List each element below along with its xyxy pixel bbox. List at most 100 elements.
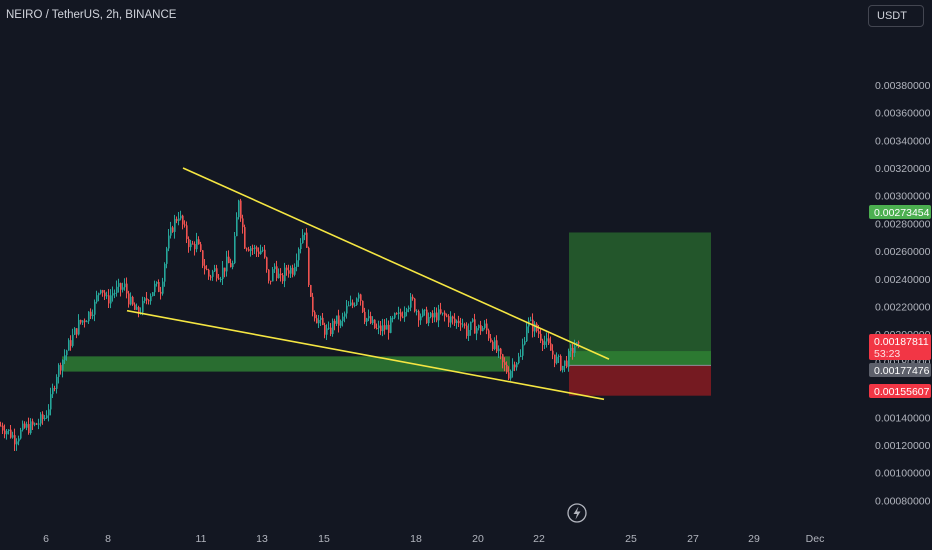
candle-body [538, 331, 540, 334]
candle-body [452, 316, 454, 319]
price-badge [869, 334, 931, 360]
candle-body [128, 293, 130, 305]
candle-body [288, 270, 290, 274]
candle-body [350, 302, 352, 306]
candle-body [188, 239, 190, 248]
y-tick-label: 0.00340000 [875, 135, 931, 147]
candle-body [494, 340, 496, 350]
candle-body [2, 425, 4, 431]
candle-body [108, 295, 110, 304]
candle-body [70, 340, 72, 346]
candle-body [554, 354, 556, 364]
candle-body [340, 320, 342, 326]
candle-body [388, 324, 390, 333]
candle-body [342, 316, 344, 321]
candle-body [158, 282, 160, 292]
candle-body [196, 239, 198, 250]
candle-body [162, 281, 164, 294]
upper-trendline [182, 167, 610, 360]
price-badge [869, 363, 931, 377]
candle-body [68, 340, 70, 351]
x-tick-label: 22 [533, 533, 545, 545]
candle-body [186, 225, 188, 240]
target-zone [569, 232, 711, 366]
candle-body [420, 316, 422, 321]
candle-body [564, 360, 566, 366]
candle-body [138, 307, 140, 313]
candle-body [476, 328, 478, 334]
candle-body [430, 313, 432, 317]
candle-body [194, 244, 196, 250]
candle-body [522, 344, 524, 356]
candle-body [562, 365, 564, 371]
y-tick-label: 0.00300000 [875, 191, 931, 203]
candle-body [104, 292, 106, 297]
candle-body [10, 429, 12, 438]
candle-body [190, 243, 192, 248]
candle-body [26, 424, 28, 428]
candle-body [458, 320, 460, 324]
y-tick-label: 0.00320000 [875, 163, 931, 175]
candle-body [426, 309, 428, 324]
candle-body [284, 267, 286, 282]
candle-body [534, 323, 536, 332]
candle-body [428, 316, 430, 324]
candle-body [374, 319, 376, 328]
candle-body [32, 421, 34, 425]
candle-body [290, 267, 292, 274]
candle-body [78, 319, 80, 335]
x-tick-label: 25 [625, 533, 637, 545]
candle-body [358, 294, 360, 299]
candle-body [482, 327, 484, 332]
candle-body [456, 320, 458, 324]
candle-body [94, 301, 96, 315]
price-badge-value: 0.00155607 [874, 386, 930, 398]
candle-body [404, 312, 406, 318]
candle-body [498, 348, 500, 352]
candle-body [504, 362, 506, 365]
candle-body [500, 348, 502, 355]
candle-body [270, 280, 272, 282]
candle-body [470, 321, 472, 331]
candle-body [526, 326, 528, 342]
candle-body [298, 249, 300, 261]
candle-body [42, 414, 44, 420]
candle-body [266, 257, 268, 270]
candle-body [514, 364, 516, 368]
candle-body [166, 248, 168, 264]
candle-body [172, 227, 174, 232]
candle-body [30, 421, 32, 434]
candle-body [316, 318, 318, 324]
candle-body [372, 319, 374, 324]
candle-body [66, 350, 68, 356]
candle-body [444, 312, 446, 316]
candle-body [180, 215, 182, 219]
x-tick-label: 18 [410, 533, 422, 545]
candle-body [406, 309, 408, 313]
candle-body [578, 342, 580, 344]
candle-body [396, 313, 398, 315]
candle-body [304, 232, 306, 235]
candle-body [204, 265, 206, 269]
candle-body [148, 300, 150, 302]
profit-fill [569, 351, 711, 366]
candle-body [252, 248, 254, 250]
candle-body [510, 370, 512, 379]
candle-body [208, 269, 210, 277]
candle-body [486, 323, 488, 331]
candle-body [414, 298, 416, 312]
candle-body [524, 341, 526, 345]
y-tick-label: 0.00080000 [875, 495, 931, 507]
candle-body [398, 312, 400, 314]
candle-body [368, 316, 370, 319]
currency-button[interactable]: USDT [868, 5, 924, 27]
x-tick-label: Dec [806, 533, 825, 545]
candle-body [488, 330, 490, 339]
candle-body [12, 435, 14, 438]
candle-body [352, 302, 354, 306]
candle-body [418, 311, 420, 321]
candle-body [146, 298, 148, 301]
candle-body [58, 365, 60, 377]
